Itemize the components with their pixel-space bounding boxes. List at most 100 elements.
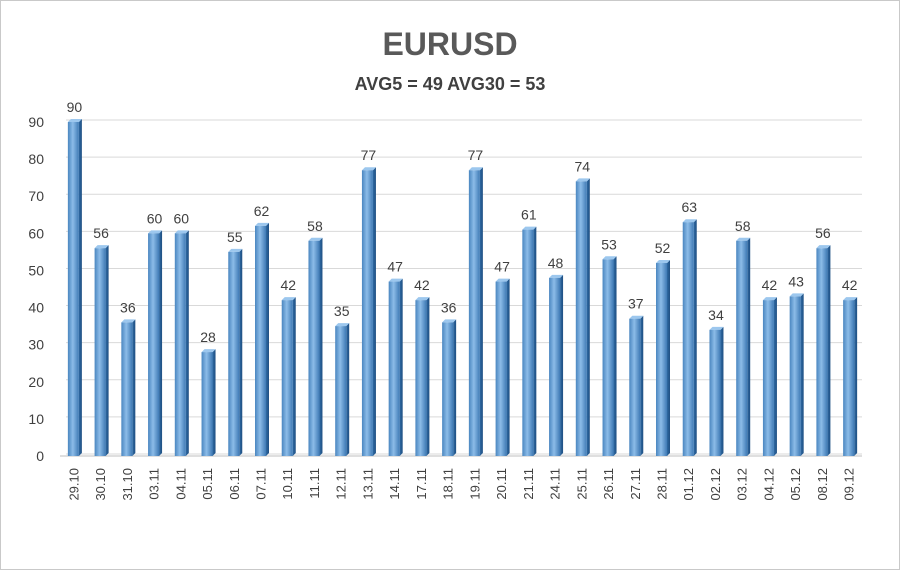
x-tick-label: 21.11 (521, 468, 536, 500)
data-label: 47 (494, 259, 510, 275)
data-label: 42 (842, 277, 858, 293)
bar (308, 237, 323, 456)
bar (148, 230, 163, 456)
bar (335, 323, 350, 456)
x-tick-label: 28.11 (655, 468, 670, 500)
y-tick-label: 60 (28, 225, 44, 241)
x-tick-label: 05.11 (200, 468, 215, 500)
x-tick-label: 10.11 (280, 468, 295, 500)
bar (67, 119, 82, 456)
x-tick-label: 14.11 (387, 468, 402, 500)
data-label: 36 (441, 299, 457, 315)
data-label: 58 (307, 218, 323, 234)
bar (388, 278, 403, 456)
x-tick-label: 04.12 (761, 468, 776, 501)
x-tick-label: 12.11 (334, 468, 349, 500)
chart-title: EURUSD (382, 26, 518, 62)
y-tick-label: 20 (28, 374, 44, 390)
data-label: 63 (681, 199, 697, 215)
x-tick-label: 20.11 (494, 468, 509, 500)
x-tick-label: 27.11 (628, 468, 643, 500)
data-label: 36 (120, 299, 136, 315)
x-tick-label: 06.11 (227, 468, 242, 500)
data-label: 42 (280, 277, 296, 293)
bar (201, 349, 216, 456)
x-tick-label: 03.11 (147, 468, 162, 500)
y-tick-label: 30 (28, 337, 44, 353)
bar (94, 245, 109, 456)
data-label: 90 (67, 99, 83, 115)
bar (575, 178, 590, 456)
x-tick-label: 13.11 (360, 468, 375, 500)
y-tick-label: 0 (36, 448, 44, 464)
x-tick-label: 31.10 (120, 468, 135, 501)
bar (762, 297, 777, 456)
bar (656, 260, 670, 456)
bar (789, 293, 804, 456)
x-tick-label: 17.11 (414, 468, 429, 500)
data-label: 47 (387, 259, 403, 275)
chart-subtitle: AVG5 = 49 AVG30 = 53 (354, 74, 546, 94)
data-label: 60 (174, 210, 190, 226)
x-tick-label: 30.10 (93, 468, 108, 501)
x-tick-label: 18.11 (441, 468, 456, 500)
data-label: 42 (762, 277, 778, 293)
bar (709, 326, 724, 456)
bar (361, 167, 376, 456)
x-tick-label: 24.11 (548, 468, 563, 500)
bar (228, 248, 243, 456)
data-label: 58 (735, 218, 751, 234)
x-tick-label: 09.12 (842, 468, 857, 501)
x-tick-label: 03.12 (735, 468, 750, 501)
data-label: 52 (655, 240, 671, 256)
data-label: 62 (254, 203, 270, 219)
bar (121, 319, 136, 456)
bar (255, 222, 269, 456)
data-label: 56 (93, 225, 109, 241)
data-label: 55 (227, 229, 243, 245)
x-tick-label: 29.10 (66, 468, 81, 501)
bar (629, 315, 644, 456)
x-tick-label: 02.12 (708, 468, 723, 501)
bar (549, 274, 564, 456)
data-label: 61 (521, 207, 537, 223)
bar (174, 230, 189, 456)
x-tick-label: 08.12 (815, 468, 830, 501)
data-label: 28 (200, 329, 216, 345)
y-tick-label: 50 (28, 262, 44, 278)
bar (442, 319, 457, 456)
bar (468, 167, 483, 456)
x-tick-label: 07.11 (254, 468, 269, 500)
x-tick-label: 19.11 (467, 468, 482, 500)
x-tick-label: 04.11 (173, 468, 188, 500)
bar (602, 256, 617, 456)
data-label: 74 (575, 158, 591, 174)
bar (843, 297, 858, 456)
bar (495, 278, 510, 456)
x-tick-label: 11.11 (307, 468, 322, 499)
y-tick-label: 40 (28, 300, 44, 316)
data-label: 42 (414, 277, 430, 293)
x-tick-label: 05.12 (788, 468, 803, 501)
data-label: 56 (815, 225, 831, 241)
data-label: 43 (788, 273, 804, 289)
data-label: 48 (548, 255, 564, 271)
x-tick-label: 26.11 (601, 468, 616, 500)
y-tick-label: 10 (28, 411, 44, 427)
data-label: 60 (147, 210, 163, 226)
data-label: 53 (601, 236, 617, 252)
x-tick-label: 25.11 (574, 468, 589, 500)
data-label: 34 (708, 307, 724, 323)
x-tick-label: 01.12 (681, 468, 696, 501)
data-label: 35 (334, 303, 350, 319)
y-tick-label: 80 (28, 151, 44, 167)
bar (415, 297, 430, 456)
y-tick-label: 90 (28, 114, 44, 130)
bar (281, 297, 296, 456)
y-tick-label: 70 (28, 188, 44, 204)
bar (522, 226, 537, 456)
data-label: 77 (361, 147, 377, 163)
bar (682, 219, 697, 456)
bar (816, 245, 831, 456)
